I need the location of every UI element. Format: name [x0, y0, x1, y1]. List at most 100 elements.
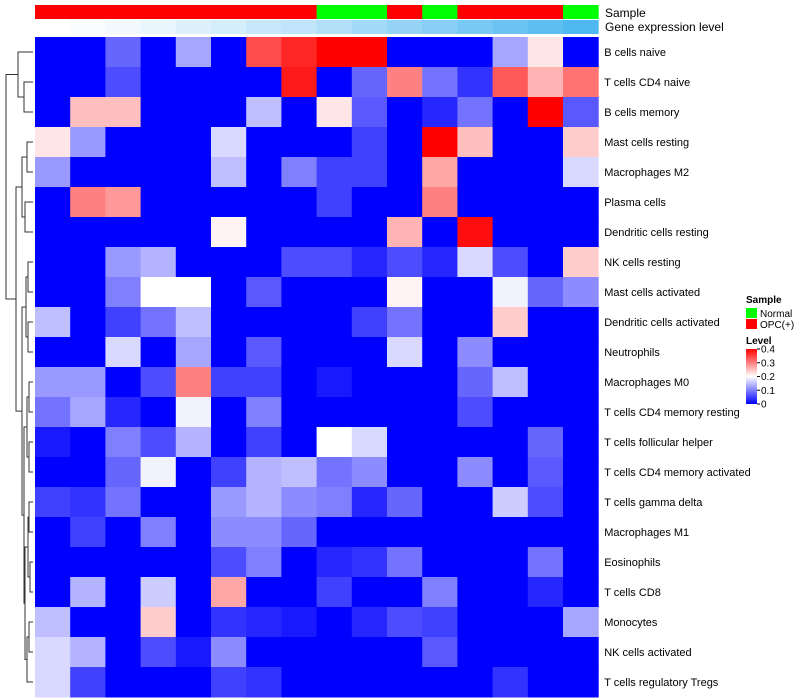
dendrogram-branch	[26, 636, 33, 683]
heatmap-cell	[563, 607, 599, 638]
heatmap-cell	[492, 517, 529, 548]
gene-level-track-label: Gene expression level	[605, 20, 724, 34]
heatmap-cell	[527, 577, 564, 608]
heatmap-cell	[175, 517, 212, 548]
heatmap-cell	[70, 277, 106, 308]
sample-annotation-cell	[105, 5, 142, 19]
heatmap-cell	[281, 127, 318, 158]
heatmap-cell	[351, 187, 388, 218]
heatmap-cell	[35, 547, 71, 578]
heatmap-cell	[140, 547, 177, 578]
heatmap-cell	[316, 127, 353, 158]
heatmap-cell	[140, 37, 177, 68]
heatmap-cell	[387, 187, 423, 218]
heatmap-cell	[563, 487, 599, 518]
heatmap-cell	[281, 337, 318, 368]
heatmap-cell	[246, 247, 282, 278]
heatmap-cell	[563, 457, 599, 488]
heatmap-cell	[211, 427, 247, 458]
sample-annotation-cell	[563, 5, 599, 19]
row-label: Macrophages M1	[604, 527, 689, 539]
heatmap-cell	[527, 397, 564, 428]
heatmap-cell	[105, 307, 142, 338]
heatmap-cell	[316, 547, 353, 578]
heatmap-cell	[457, 667, 494, 698]
gene-level-cell	[211, 20, 247, 34]
sample-track-label: Sample	[605, 6, 646, 20]
heatmap-cell	[422, 667, 458, 698]
heatmap-cell	[105, 607, 142, 638]
heatmap-cell	[105, 247, 142, 278]
heatmap-cell	[246, 457, 282, 488]
heatmap-cell	[563, 427, 599, 458]
heatmap-cell	[457, 157, 494, 188]
heatmap-cell	[316, 667, 353, 698]
heatmap-cell	[422, 37, 458, 68]
heatmap-cell	[211, 577, 247, 608]
heatmap-cell	[563, 517, 599, 548]
sample-annotation-cell	[527, 5, 564, 19]
heatmap-cell	[351, 217, 388, 248]
heatmap-cell	[140, 97, 177, 128]
heatmap-cell	[246, 517, 282, 548]
heatmap-cell	[492, 667, 529, 698]
heatmap-cell	[527, 247, 564, 278]
heatmap-cell	[422, 457, 458, 488]
row-label: T cells CD4 memory activated	[604, 467, 751, 479]
heatmap-cell	[246, 277, 282, 308]
heatmap-cell	[316, 367, 353, 398]
heatmap-cell	[457, 217, 494, 248]
heatmap-cell	[351, 97, 388, 128]
sample-annotation-cell	[246, 5, 282, 19]
legend-tick-label: 0.4	[761, 345, 775, 356]
heatmap-cell	[35, 367, 71, 398]
gene-level-cell	[527, 20, 564, 34]
heatmap-cell	[35, 247, 71, 278]
heatmap-cell	[387, 427, 423, 458]
heatmap-cell	[105, 367, 142, 398]
heatmap-cell	[527, 157, 564, 188]
heatmap-cell	[70, 367, 106, 398]
gene-level-cell	[35, 20, 71, 34]
row-label: Monocytes	[604, 617, 658, 629]
sample-annotation-cell	[351, 5, 388, 19]
heatmap-cell	[527, 127, 564, 158]
heatmap-cell	[211, 187, 247, 218]
sample-annotation-cell	[140, 5, 177, 19]
row-label: Dendritic cells resting	[604, 227, 709, 239]
heatmap-cell	[457, 127, 494, 158]
heatmap-cell	[316, 277, 353, 308]
row-label: Eosinophils	[604, 557, 661, 569]
heatmap-cell	[457, 547, 494, 578]
heatmap-cell	[246, 487, 282, 518]
heatmap-cell	[70, 187, 106, 218]
heatmap-cell	[527, 457, 564, 488]
heatmap-cell	[351, 307, 388, 338]
heatmap-cell	[492, 277, 529, 308]
heatmap-cell	[316, 307, 353, 338]
heatmap-cell	[351, 547, 388, 578]
heatmap-cell	[281, 367, 318, 398]
heatmap-cell	[246, 397, 282, 428]
heatmap-cell	[70, 247, 106, 278]
legend-tick-label: 0	[761, 400, 767, 411]
heatmap-cell	[140, 637, 177, 668]
heatmap-cell	[422, 397, 458, 428]
heatmap-cell	[35, 457, 71, 488]
heatmap-cell	[70, 217, 106, 248]
heatmap-cell	[422, 637, 458, 668]
heatmap-cell	[211, 37, 247, 68]
heatmap-cell	[387, 457, 423, 488]
row-label: T cells gamma delta	[604, 497, 703, 509]
heatmap-cell	[316, 337, 353, 368]
heatmap-cell	[563, 217, 599, 248]
heatmap-cell	[175, 37, 212, 68]
heatmap-cell	[351, 637, 388, 668]
heatmap-cell	[422, 427, 458, 458]
heatmap-cell	[527, 517, 564, 548]
heatmap-cell	[35, 667, 71, 698]
heatmap-cell	[281, 157, 318, 188]
heatmap-cell	[35, 277, 71, 308]
